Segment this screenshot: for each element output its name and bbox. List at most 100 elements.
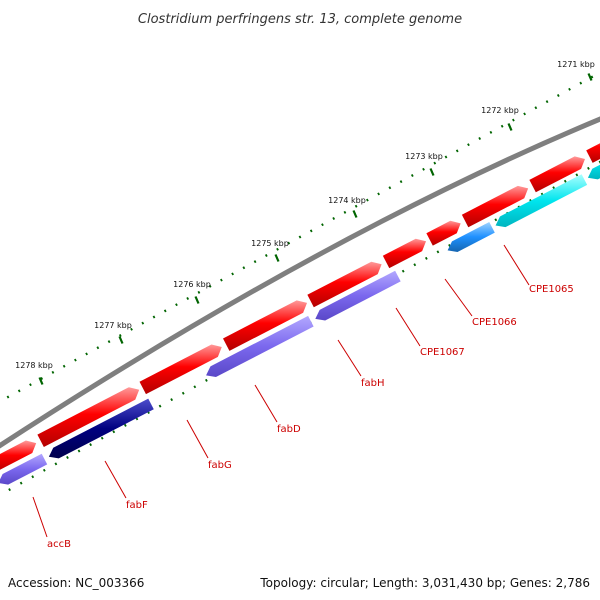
gene-features [0,143,600,485]
scale-tick [193,385,197,389]
scale-tick [208,284,212,288]
scale-tick [455,149,459,153]
scale-tick [135,417,139,421]
scale-tick [366,198,369,202]
gene-label: accB [47,539,71,550]
kbp-label: 1276 kbp [173,280,211,289]
gene-callouts: CPE1065 CPE1066 CPE1067 fabH fabD fabG fabF acc… [32,244,574,550]
scale-tick [42,468,46,472]
scale-tick [100,436,104,440]
scale-tick [556,93,560,97]
scale-tick [107,340,111,344]
callout-line [32,496,48,538]
scale-tick [489,130,493,134]
scale-tick [332,217,336,221]
gene-label: fabD [277,424,301,435]
scale-tick [175,303,178,307]
scale-tick [523,112,526,116]
scale-tick [205,378,208,382]
genome-summary-text: Topology: circular; Length: 3,031,430 bp… [260,576,590,590]
kbp-label: 1274 kbp [328,196,366,205]
scale-tick [321,223,324,227]
scale-tick [74,358,77,362]
scale-tick [388,186,392,190]
scale-tick [579,81,583,85]
gene-label: CPE1067 [420,347,465,358]
callout-line [395,307,421,347]
kbp-label: 1278 kbp [15,361,53,370]
callout-line [444,278,473,317]
scale-tick [534,106,538,110]
scale-tick [123,423,127,427]
kbp-label: 1277 kbp [94,321,132,330]
scale-tick [158,404,162,408]
scale-tick [220,278,223,282]
scale-tick-major [352,210,358,218]
scale-tick [170,398,174,402]
cds-forward-arrow [426,220,461,246]
scale-tick [264,253,268,257]
gene-label: fabF [126,500,148,511]
scale-tick [563,179,567,183]
cds-inner-arrow [0,453,48,485]
scale-labels: 1271 kbp 1272 kbp 1273 kbp 1274 kbp 1275 kbp… [15,60,595,370]
scale-tick-major [274,254,280,262]
scale-tick [494,218,498,222]
scale-tick [309,229,313,233]
scale-tick [436,250,440,254]
scale-tick [62,364,66,368]
scale-tick-major [194,296,200,304]
scale-tick [410,173,414,177]
scale-tick-major [38,377,44,385]
scale-tick [29,383,32,387]
scale-tick [401,269,405,273]
scale-tick [85,352,88,356]
scale-tick [422,167,425,171]
scale-tick [444,155,448,159]
scale-tick [354,204,358,208]
scale-tick [500,124,504,128]
scale-tick [276,247,279,251]
scale-tick [298,235,302,239]
scale-tick [545,100,549,104]
scale-tick [31,475,35,479]
map-title: Clostridium perfringens str. 13, complet… [138,12,462,27]
scale-tick [253,260,257,264]
scale-tick [186,297,190,301]
scale-tick-major [429,168,435,176]
callout-line [337,339,362,377]
scale-tick [552,186,556,190]
scale-tick [77,449,81,453]
cds-inner-arrow [495,174,588,228]
scale-tick [242,266,246,270]
scale-tick [6,395,10,399]
scale-tick [377,192,380,196]
cds-forward-arrow [529,156,585,193]
scale-tick [96,346,100,350]
gene-label: CPE1066 [472,317,517,328]
scale-tick-major [587,73,593,81]
kbp-label: 1275 kbp [251,239,289,248]
scale-tick [17,389,21,393]
kbp-label: 1272 kbp [481,106,519,115]
cds-forward-arrow [222,300,308,351]
callout-line [254,384,278,423]
scale-tick [141,321,145,325]
scale-tick-major [507,123,513,131]
scale-tick [8,488,11,492]
cds-forward-arrow [0,440,37,470]
scale-tick [51,370,55,374]
callout-line [503,244,530,286]
cds-forward-arrow [37,387,140,448]
scale-tick [181,391,185,395]
cds-inner-arrow [447,222,495,252]
callout-line [186,419,209,459]
scale-tick [112,430,116,434]
cds-inner-arrow [587,164,600,180]
kbp-label: 1271 kbp [557,60,595,69]
scale-tick [478,137,482,141]
scale-tick [433,161,437,165]
scale-tick [231,272,234,276]
scale-tick [287,241,291,245]
